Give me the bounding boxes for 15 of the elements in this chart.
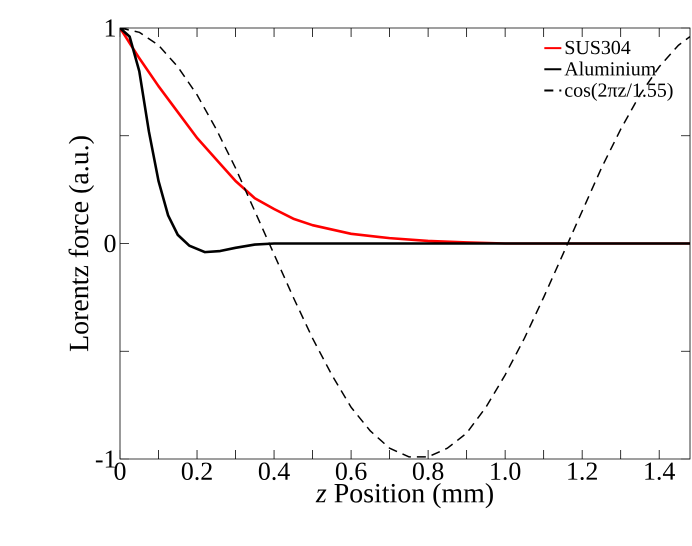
x-tick-label: 0.8 xyxy=(412,462,444,480)
y-tick-label: 1 xyxy=(106,19,115,37)
x-tick-label: 0.2 xyxy=(182,462,212,480)
y-tick-label: -1 xyxy=(96,450,115,468)
y-axis-title: Lorentz force (a.u.) xyxy=(68,136,94,352)
legend-label: SUS304 xyxy=(566,40,630,54)
x-axis-title: z Position (mm) xyxy=(316,482,493,508)
x-tick-label: 1.2 xyxy=(568,462,597,480)
y-tick-label: 0 xyxy=(104,234,116,252)
x-tick-label: 1.0 xyxy=(491,462,520,480)
x-tick-label: 0.6 xyxy=(336,462,367,480)
legend-label: cos(2πz/1.55) xyxy=(565,82,673,101)
x-tick-label: 0.4 xyxy=(258,462,290,480)
x-tick-label: 1.4 xyxy=(645,462,675,480)
legend-label: Aluminium xyxy=(564,62,656,76)
